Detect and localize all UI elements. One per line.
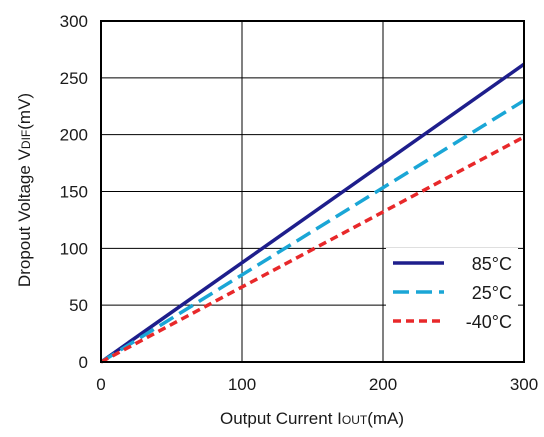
y-tick-labels: 0 50 100 150 200 250 300	[60, 12, 88, 372]
plot-frame	[100, 20, 525, 363]
y-tick-label: 300	[60, 12, 88, 31]
legend-label: 85°C	[472, 254, 512, 274]
y-tick-label: 200	[60, 126, 88, 145]
legend-label: -40°C	[466, 312, 512, 332]
x-tick-label: 0	[96, 375, 105, 394]
legend: 85°C 25°C -40°C	[386, 248, 518, 332]
y-tick-label: 100	[60, 239, 88, 258]
x-tick-label: 300	[510, 375, 538, 394]
series-layer	[99, 62, 526, 364]
y-tick-label: 50	[69, 296, 88, 315]
legend-background	[386, 248, 518, 326]
y-tick-label: 150	[60, 183, 88, 202]
y-tick-label: 250	[60, 69, 88, 88]
x-axis-label: Output Current IOUT(mA)	[220, 409, 404, 428]
y-tick-label: 0	[79, 353, 88, 372]
series-line	[100, 135, 525, 364]
legend-label: 25°C	[472, 283, 512, 303]
series-line	[100, 99, 525, 364]
y-axis-label: Dropout Voltage VDIF(mV)	[15, 93, 34, 287]
x-tick-label: 200	[369, 375, 397, 394]
x-tick-label: 100	[228, 375, 256, 394]
x-tick-labels: 0 100 200 300	[96, 375, 538, 394]
series-line	[99, 62, 526, 364]
